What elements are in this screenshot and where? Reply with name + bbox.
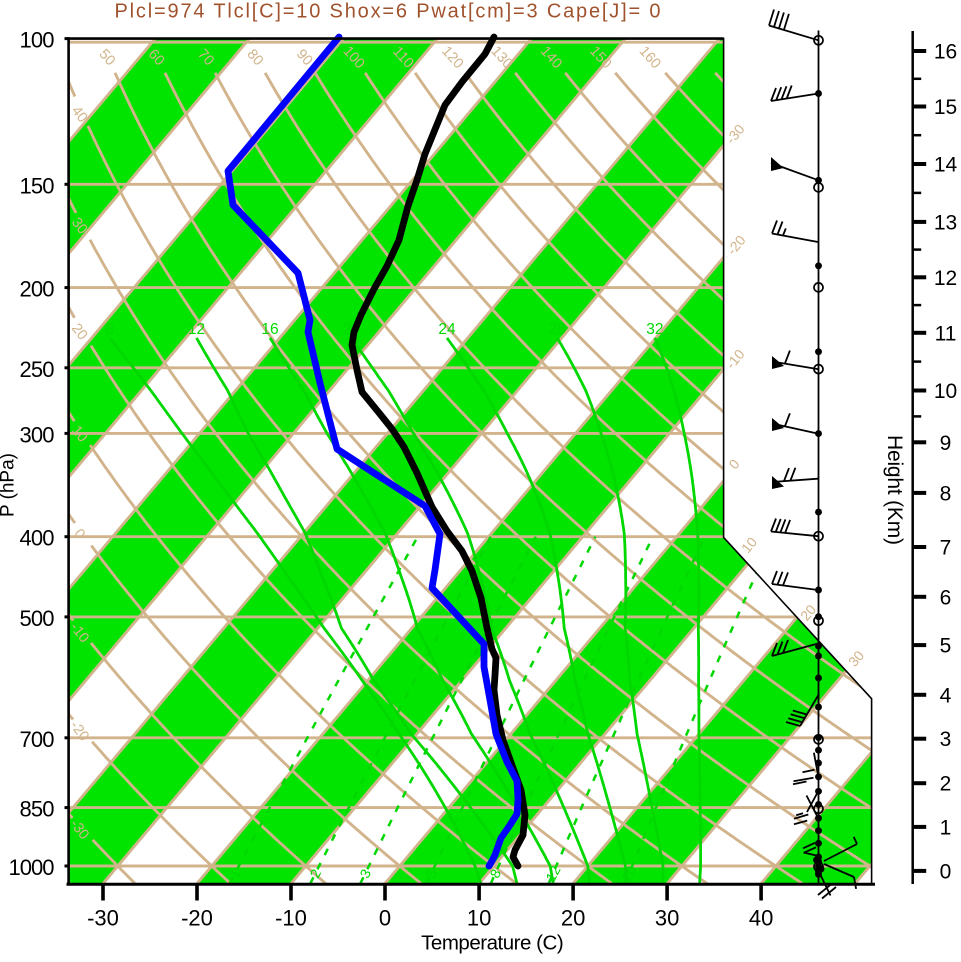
svg-text:500: 500 [20,606,55,631]
svg-text:Temperature (C): Temperature (C) [421,932,564,955]
svg-text:2: 2 [940,773,952,796]
svg-text:3: 3 [940,728,952,751]
svg-text:Height (Km): Height (Km) [883,435,906,545]
svg-text:-20: -20 [181,906,213,931]
svg-text:5: 5 [940,635,952,658]
svg-text:20: 20 [68,321,91,344]
svg-text:-10: -10 [275,906,307,931]
svg-text:9: 9 [940,432,952,455]
svg-text:32: 32 [646,321,663,338]
svg-text:10: 10 [467,906,491,931]
svg-text:12: 12 [188,321,205,338]
svg-text:10: 10 [934,380,957,403]
svg-text:0: 0 [379,906,391,931]
svg-text:200: 200 [20,277,55,302]
svg-text:12: 12 [542,863,564,884]
svg-text:100: 100 [20,28,55,53]
svg-text:16: 16 [261,321,278,338]
svg-text:20: 20 [561,906,585,931]
svg-text:30: 30 [68,215,91,238]
svg-text:15: 15 [934,96,957,119]
svg-text:1: 1 [940,816,952,839]
svg-text:40: 40 [749,906,773,931]
svg-text:8: 8 [105,321,114,338]
svg-text:-30: -30 [87,906,119,931]
svg-text:11: 11 [935,322,957,345]
svg-text:16: 16 [934,41,957,64]
svg-text:14: 14 [934,154,958,177]
svg-text:250: 250 [20,357,55,382]
svg-text:850: 850 [20,797,55,822]
svg-text:24: 24 [438,321,456,338]
svg-text:7: 7 [940,537,952,560]
svg-text:6: 6 [940,586,952,609]
svg-text:P (hPa): P (hPa) [0,453,19,517]
svg-text:10: 10 [68,423,91,446]
svg-text:40: 40 [68,103,91,126]
svg-text:8: 8 [940,482,952,505]
svg-text:4: 4 [940,684,952,707]
svg-text:30: 30 [655,906,679,931]
svg-text:150: 150 [20,173,55,198]
svg-text:300: 300 [20,422,55,447]
svg-text:1000: 1000 [9,855,55,880]
svg-text:12: 12 [934,267,957,290]
svg-text:0: 0 [940,860,952,883]
svg-text:700: 700 [20,727,55,752]
svg-text:28: 28 [549,321,566,338]
svg-text:13: 13 [934,211,957,234]
svg-text:20: 20 [618,863,640,884]
svg-text:400: 400 [20,526,55,551]
svg-text:Plcl=974 Tlcl[C]=10 Shox=6 Pwa: Plcl=974 Tlcl[C]=10 Shox=6 Pwat[cm]=3 Ca… [115,1,661,23]
